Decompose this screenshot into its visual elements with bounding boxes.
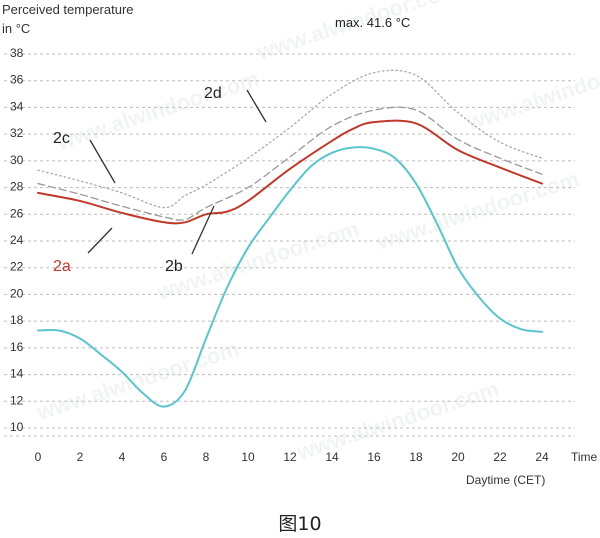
x-tick-label: 0 <box>35 450 42 464</box>
watermark-group: www.alwindoor.comwww.alwindoor.comwww.al… <box>33 0 600 465</box>
watermark-text: www.alwindoor.com <box>33 336 242 425</box>
x-tick-label: 22 <box>493 450 507 464</box>
leader-line-2a <box>87 227 113 254</box>
series-line-2d <box>37 69 543 209</box>
leader-line-2d <box>246 89 267 123</box>
x-axis-title: Daytime (CET) <box>466 473 545 487</box>
y-axis-title-line1: Perceived temperature <box>2 2 134 17</box>
y-tick-label: 16 <box>10 340 24 354</box>
y-tick-label: 30 <box>10 153 24 167</box>
watermark-text: www.alwindoor.com <box>253 0 462 65</box>
annotation-2c: 2c <box>53 130 70 147</box>
y-tick-label: 32 <box>10 126 24 140</box>
leader-line-2c <box>89 139 116 184</box>
y-tick-label: 38 <box>10 46 24 60</box>
grid-lines <box>4 53 575 437</box>
x-tick-label: 4 <box>119 450 126 464</box>
y-tick-label: 18 <box>10 313 24 327</box>
x-tick-label: 12 <box>283 450 297 464</box>
x-tick-labels: 0 2 4 6 8 10 12 14 16 18 20 22 24 <box>35 450 549 464</box>
x-tick-label: 24 <box>535 450 549 464</box>
watermark-text: www.alwindoor.com <box>373 166 582 255</box>
y-tick-label: 28 <box>10 180 24 194</box>
x-tick-label: 16 <box>367 450 381 464</box>
x-tick-label: 14 <box>325 450 339 464</box>
y-tick-label: 26 <box>10 206 24 220</box>
series-line-2b <box>37 146 543 408</box>
x-tick-label: 20 <box>451 450 465 464</box>
series-line-2c <box>37 106 543 221</box>
watermark-text: www.alwindoor.com <box>293 376 502 465</box>
x-tick-label: 8 <box>203 450 210 464</box>
y-axis-title-line2: in °C <box>2 21 30 36</box>
y-tick-labels: 10 12 14 16 18 20 22 24 26 28 30 32 34 36 38 <box>10 46 24 434</box>
y-tick-label: 36 <box>10 73 24 87</box>
y-tick-label: 22 <box>10 260 24 274</box>
leader-line-2b <box>191 205 215 255</box>
y-tick-label: 20 <box>10 286 24 300</box>
series-line-2a <box>37 119 543 225</box>
x-tick-label: 6 <box>161 450 168 464</box>
y-tick-label: 10 <box>10 420 24 434</box>
figure-caption: 图10 <box>278 513 321 535</box>
x-tick-label: 2 <box>77 450 84 464</box>
max-note: max. 41.6 °C <box>335 15 410 30</box>
annotation-2a: 2a <box>53 258 71 275</box>
annotation-2b: 2b <box>165 258 183 275</box>
watermark-text: www.alwindoor.com <box>463 46 600 135</box>
watermark-text: www.alwindoor.com <box>153 216 362 305</box>
y-tick-label: 34 <box>10 99 24 113</box>
series-group <box>37 69 543 408</box>
x-axis-end-label: Time <box>571 450 598 464</box>
y-tick-label: 14 <box>10 367 24 381</box>
x-tick-label: 10 <box>241 450 255 464</box>
annotation-2d: 2d <box>204 85 222 102</box>
y-tick-label: 12 <box>10 393 24 407</box>
y-tick-label: 24 <box>10 233 24 247</box>
x-tick-label: 18 <box>409 450 423 464</box>
watermark-text: www.alwindoor.com <box>53 66 262 155</box>
